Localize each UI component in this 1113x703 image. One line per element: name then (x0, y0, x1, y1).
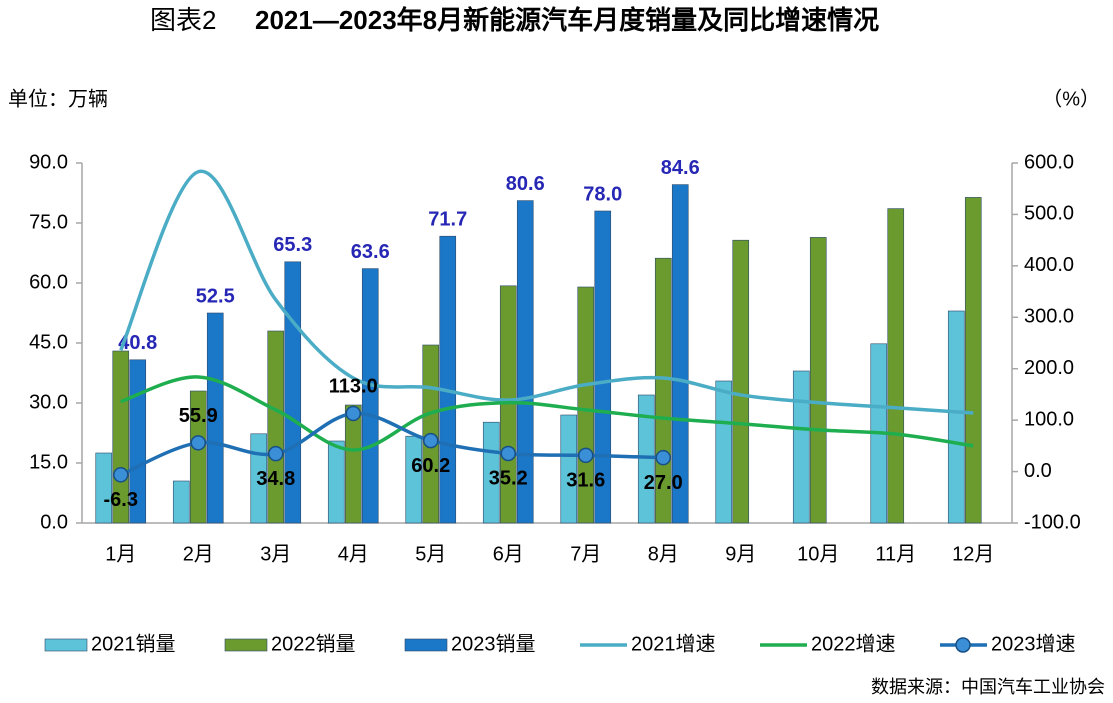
data-label: 55.9 (179, 405, 218, 427)
y2-axis-label: （%） (1042, 87, 1100, 110)
x-tick-label: 5月 (415, 543, 446, 565)
line-marker (500, 445, 516, 462)
bar (809, 237, 827, 524)
y-tick-label: 30.0 (29, 391, 68, 413)
x-tick-label: 6月 (493, 543, 524, 565)
y2-tick-label: 500.0 (1024, 203, 1074, 225)
legend-swatch (404, 638, 448, 652)
bar (577, 286, 595, 524)
legend-label: 2023增速 (991, 632, 1076, 655)
y2-tick-label: 600.0 (1024, 151, 1074, 173)
legend-label: 2021增速 (631, 632, 716, 655)
y2-tick-label: 0.0 (1024, 460, 1052, 482)
bar (129, 359, 147, 524)
bar (792, 370, 810, 524)
y-tick-label: 0.0 (40, 511, 68, 533)
legend-marker (955, 637, 971, 653)
x-tick-label: 4月 (338, 543, 369, 565)
x-tick-label: 10月 (797, 543, 839, 565)
bar (947, 310, 965, 524)
bar (715, 380, 733, 524)
line (119, 169, 974, 415)
y2-tick-label: 200.0 (1024, 357, 1074, 379)
source: 数据来源：中国汽车工业协会 (871, 677, 1105, 697)
x-tick-label: 1月 (105, 543, 136, 565)
data-label: 35.2 (489, 468, 528, 490)
bar (327, 440, 345, 524)
data-label: 52.5 (196, 285, 235, 307)
bar (405, 435, 423, 524)
bar (671, 184, 689, 524)
y-tick-label: 60.0 (29, 271, 68, 293)
legend-swatch (44, 638, 88, 652)
bar (267, 330, 285, 524)
bar (189, 390, 207, 524)
data-label: 84.6 (661, 157, 700, 179)
data-label: 71.7 (428, 208, 467, 230)
x-tick-label: 7月 (570, 543, 601, 565)
data-label: 65.3 (273, 234, 312, 256)
bar (344, 404, 362, 524)
data-label: 27.0 (644, 472, 683, 494)
bar (560, 414, 578, 524)
legend-label: 2022增速 (811, 632, 896, 655)
bar (206, 312, 224, 524)
data-label: -6.3 (104, 489, 138, 511)
y-tick-label: 15.0 (29, 451, 68, 473)
data-label: 60.2 (411, 455, 450, 477)
data-label: 34.8 (256, 468, 295, 490)
data-label: 40.8 (118, 332, 157, 354)
x-tick-label: 12月 (952, 543, 994, 565)
legend-label: 2022销量 (271, 632, 356, 655)
legend-swatch (224, 638, 268, 652)
bar (172, 480, 190, 524)
y-axis-label: 单位：万辆 (8, 87, 108, 110)
data-label: 78.0 (583, 183, 622, 205)
x-tick-label: 2月 (183, 543, 214, 565)
data-label: 63.6 (351, 241, 390, 263)
bar (732, 239, 750, 524)
y2-tick-label: 400.0 (1024, 254, 1074, 276)
line-marker (113, 467, 129, 483)
bar (964, 197, 982, 524)
bar (594, 210, 612, 524)
bar (887, 208, 905, 524)
line-marker (578, 447, 594, 464)
data-label: 31.6 (566, 470, 605, 492)
bar (439, 235, 457, 524)
y2-tick-label: -100.0 (1024, 511, 1081, 533)
y-tick-label: 45.0 (29, 331, 68, 353)
chart-title: 2021—2023年8月新能源汽车月度销量及同比增速情况 (255, 5, 879, 35)
figure-label: 图表2 (150, 5, 216, 35)
y2-tick-label: 100.0 (1024, 408, 1074, 430)
bar (516, 200, 534, 524)
x-tick-label: 8月 (648, 543, 679, 565)
bar (250, 433, 268, 524)
line-marker (423, 432, 439, 449)
legend-label: 2021销量 (91, 632, 176, 655)
line-marker (345, 405, 361, 422)
bar (482, 421, 500, 524)
y-tick-label: 90.0 (29, 151, 68, 173)
x-tick-label: 9月 (725, 543, 756, 565)
data-label: 80.6 (506, 173, 545, 195)
line-marker (190, 435, 206, 451)
bar (361, 268, 379, 524)
line (120, 375, 974, 452)
line-marker (655, 449, 671, 466)
y-tick-label: 75.0 (29, 211, 68, 233)
legend-label: 2023销量 (451, 632, 536, 655)
bar (95, 452, 113, 524)
line-marker (268, 445, 284, 462)
data-label: 113.0 (329, 376, 378, 398)
x-tick-label: 3月 (260, 543, 291, 565)
y2-tick-label: 300.0 (1024, 306, 1074, 328)
x-tick-label: 11月 (875, 543, 916, 565)
